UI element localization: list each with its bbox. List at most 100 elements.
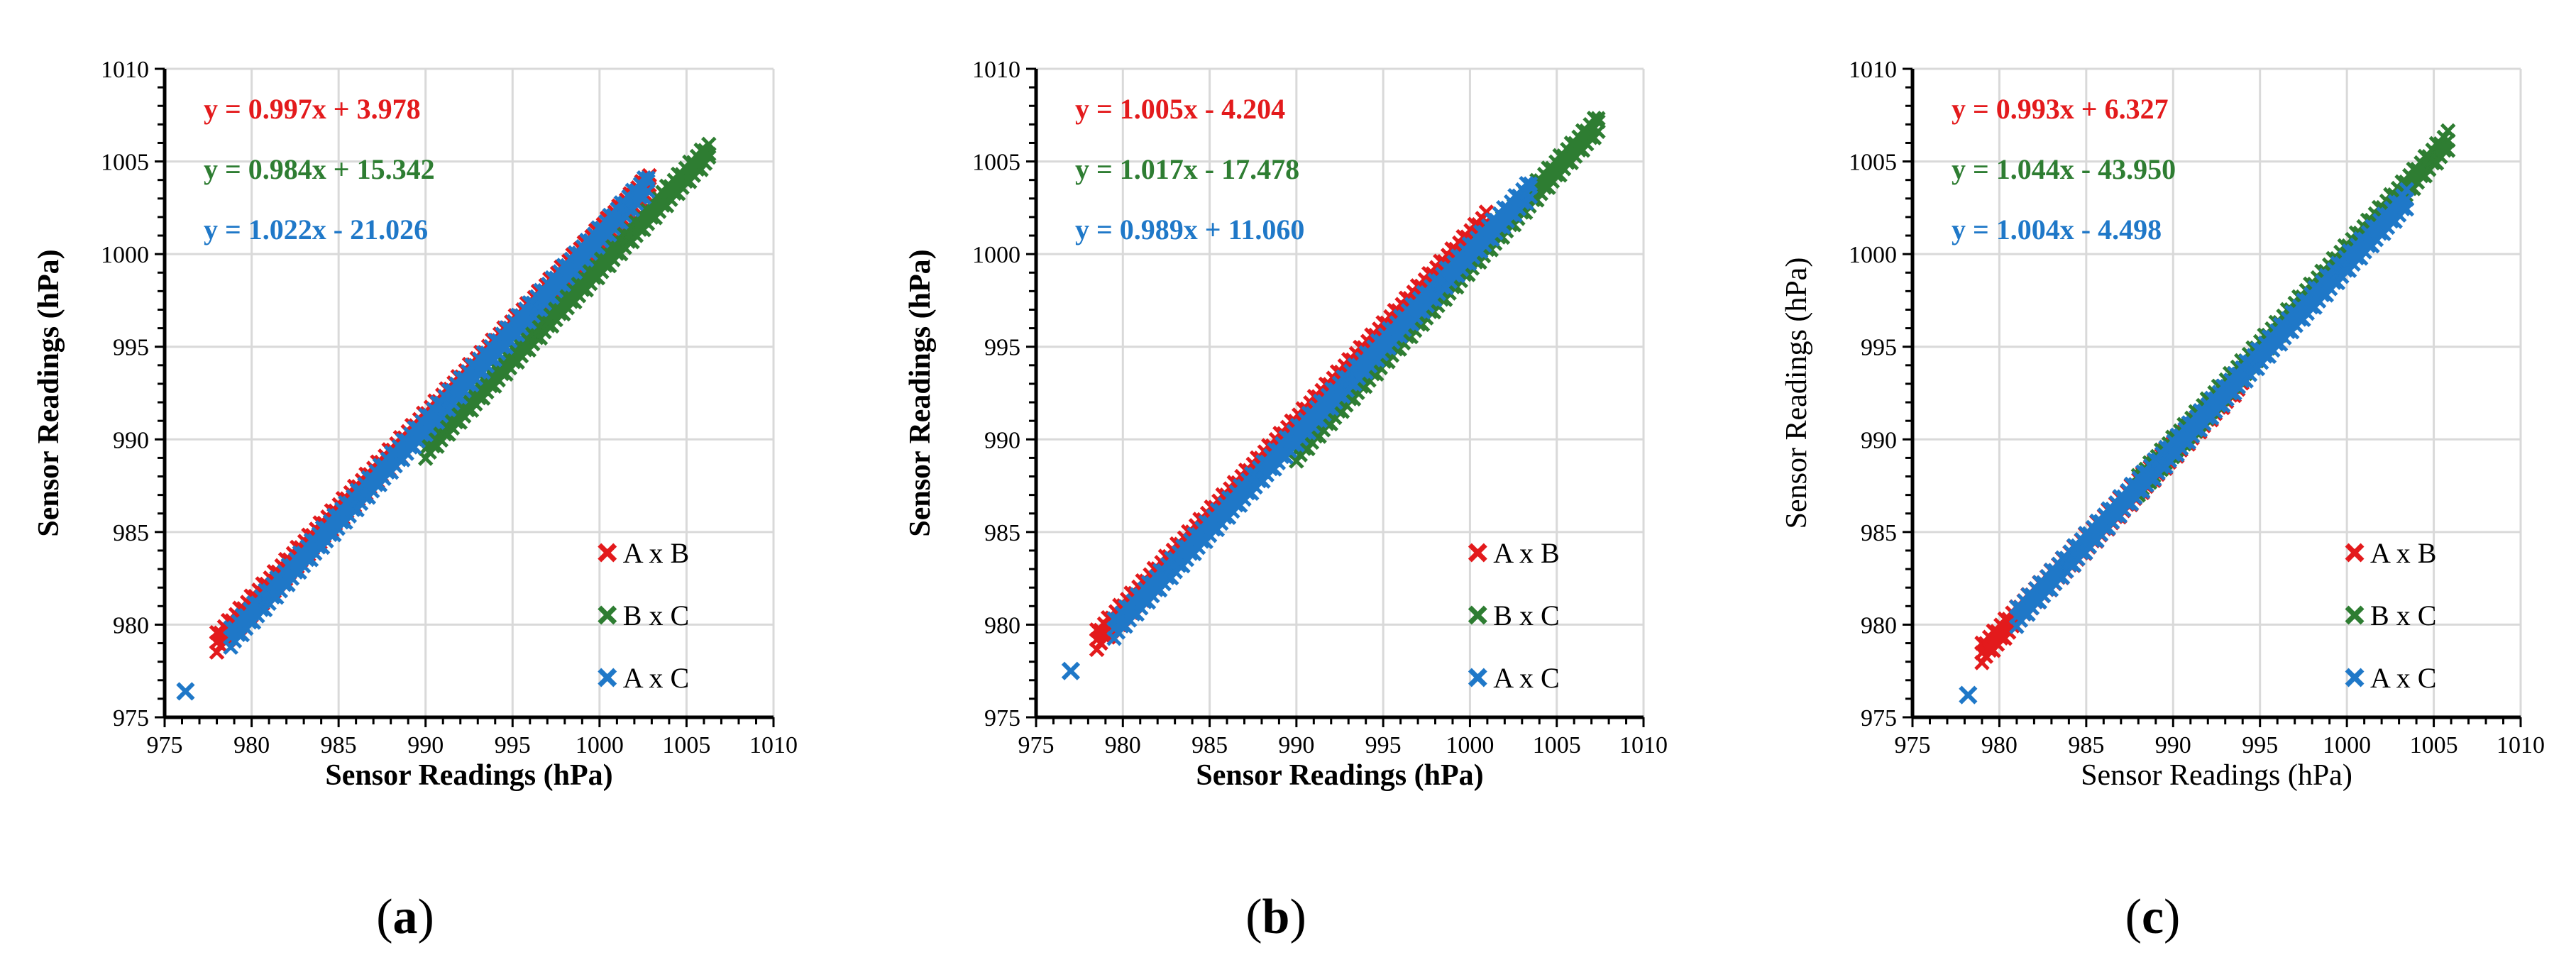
series-axc	[176, 170, 656, 701]
y-tick-label: 1010	[1849, 57, 1897, 83]
equation-label: y = 0.997x + 3.978	[204, 93, 421, 125]
scatter-point	[1590, 114, 1606, 130]
x-tick-label: 985	[321, 732, 357, 758]
series-bxc	[417, 136, 717, 466]
x-tick-label: 1005	[662, 732, 710, 758]
legend-marker	[598, 543, 617, 563]
y-tick-label: 1010	[101, 57, 149, 83]
legend-marker	[1468, 668, 1487, 687]
chart-panel-a: 975 980 985 990 995 1000 1005 1010 975 980 985 990 9…	[33, 57, 798, 944]
x-tick-label: 995	[495, 732, 531, 758]
x-axis-title: Sensor Readings (hPa)	[2081, 759, 2352, 792]
y-tick-label: 1000	[101, 242, 149, 268]
x-tick-label: 1005	[1533, 732, 1581, 758]
y-tick-label: 995	[1861, 335, 1897, 361]
panel-label: (a)	[376, 890, 434, 944]
panel-label-letter: a	[393, 890, 418, 944]
scatter-point	[701, 136, 717, 153]
equation-label: y = 1.004x - 4.498	[1952, 214, 2162, 245]
scatter-point	[2440, 123, 2456, 139]
x-tick-label: 980	[233, 732, 270, 758]
y-axis-title: Sensor Readings (hPa)	[904, 249, 937, 536]
x-tick-label: 975	[1018, 732, 1055, 758]
x-axis-title: Sensor Readings (hPa)	[1196, 759, 1483, 792]
outlier-point	[1959, 685, 1978, 705]
y-tick-label: 1005	[1849, 150, 1897, 176]
x-tick-label: 975	[1895, 732, 1931, 758]
scatter-point	[701, 149, 717, 165]
x-axis-title: Sensor Readings (hPa)	[325, 759, 612, 792]
y-tick-label: 975	[1861, 705, 1897, 731]
legend-label: A x C	[2370, 662, 2436, 694]
panel-label-letter: b	[1262, 890, 1290, 944]
y-tick-label: 1010	[972, 57, 1020, 83]
legend-marker	[2345, 605, 2365, 625]
y-tick-label: 980	[113, 612, 149, 639]
y-tick-label: 975	[113, 705, 149, 731]
y-tick-label: 980	[984, 612, 1020, 639]
scatter-point	[640, 170, 656, 186]
series-axc	[1061, 175, 1539, 680]
x-tick-label: 1010	[2497, 732, 2545, 758]
y-tick-label: 975	[984, 705, 1020, 731]
legend-marker	[598, 605, 617, 625]
scatter-point	[2395, 201, 2411, 216]
x-tick-label: 1010	[749, 732, 798, 758]
panel-label-letter: c	[2142, 890, 2164, 944]
legend-label: A x B	[1493, 537, 1559, 569]
y-tick-label: 985	[1861, 520, 1897, 546]
equation-label: y = 1.022x - 21.026	[204, 214, 428, 245]
legend-label: A x B	[623, 537, 689, 569]
y-tick-label: 985	[113, 520, 149, 546]
panel-label: (c)	[2125, 890, 2181, 944]
x-tick-label: 990	[2155, 732, 2191, 758]
legend-label: A x C	[1493, 662, 1559, 694]
scatter-point	[1522, 179, 1539, 195]
x-tick-label: 985	[1191, 732, 1228, 758]
y-axis-title: Sensor Readings (hPa)	[33, 249, 65, 536]
y-tick-label: 985	[984, 520, 1020, 546]
y-axis-title: Sensor Readings (hPa)	[1780, 258, 1813, 529]
y-tick-label: 1005	[972, 150, 1020, 176]
y-tick-label: 995	[113, 335, 149, 361]
outlier-point	[176, 682, 195, 701]
series-axc	[1959, 182, 2415, 705]
y-tick-label: 990	[113, 427, 149, 453]
legend-label: B x C	[623, 600, 689, 631]
chart-panel-b: 975 980 985 990 995 1000 1005 1010 975 980 985 990 9…	[904, 57, 1668, 944]
scatter-plot-area	[176, 136, 717, 701]
legend-marker	[1468, 605, 1487, 625]
x-tick-label: 1000	[576, 732, 624, 758]
panel-label: (b)	[1245, 890, 1306, 944]
y-tick-label: 990	[1861, 427, 1897, 453]
x-tick-label: 990	[1278, 732, 1314, 758]
legend-marker	[2345, 543, 2365, 563]
legend-label: B x C	[2370, 600, 2436, 631]
legend-label: A x C	[623, 662, 689, 694]
y-tick-label: 1000	[972, 242, 1020, 268]
scatter-point	[640, 173, 656, 189]
x-tick-label: 995	[2242, 732, 2278, 758]
y-tick-label: 990	[984, 427, 1020, 453]
legend-marker	[598, 668, 617, 687]
x-tick-label: 1005	[2410, 732, 2458, 758]
legend-label: A x B	[2370, 537, 2436, 569]
scatter-point	[2399, 182, 2415, 198]
scatter-point	[1590, 111, 1606, 126]
scatter-point	[2436, 142, 2453, 158]
x-tick-label: 995	[1365, 732, 1402, 758]
equation-label: y = 1.017x - 17.478	[1075, 153, 1299, 185]
equation-label: y = 1.005x - 4.204	[1075, 93, 1285, 125]
y-tick-label: 980	[1861, 612, 1897, 639]
y-tick-label: 995	[984, 335, 1020, 361]
x-tick-label: 980	[1105, 732, 1141, 758]
equation-label: y = 0.993x + 6.327	[1952, 93, 2169, 125]
x-tick-label: 975	[147, 732, 183, 758]
legend-marker	[1468, 543, 1487, 563]
equation-label: y = 1.044x - 43.950	[1952, 153, 2176, 185]
equation-label: y = 0.989x + 11.060	[1075, 214, 1304, 245]
x-tick-label: 990	[407, 732, 444, 758]
x-tick-label: 985	[2068, 732, 2104, 758]
scatter-point	[1522, 176, 1539, 192]
